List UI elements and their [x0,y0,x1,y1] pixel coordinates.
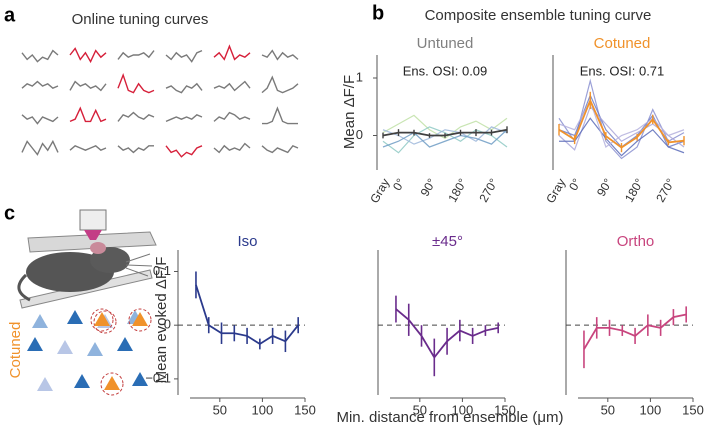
tuning-curve [213,80,251,92]
x-tick-label: 150 [294,402,316,417]
tuning-curve [165,49,203,63]
y-axis-label: Mean ΔF/F [341,75,358,149]
triangle [117,337,133,351]
x-tick-label: 100 [452,402,474,417]
tuning-curve [165,82,203,94]
x-tick-label: 180° [622,176,647,205]
tuning-curve [21,49,59,63]
x-tick-label: 0° [390,176,408,193]
x-tick-label: 90° [594,176,615,199]
y-axis-label: Mean evoked ΔF/F [153,257,170,384]
tuning-curve [262,106,298,125]
x-tick-label: 180° [445,176,470,205]
tuning-curve [117,50,155,60]
ensemble-line [558,105,685,151]
x-tick-label: 150 [494,402,516,417]
tuning-curve [69,47,107,64]
tuning-curve [69,106,107,123]
y-tick-label: 0.1 [153,263,171,278]
dashed-ring [93,310,117,334]
ensemble-line [382,114,508,140]
tuning-curve [165,113,203,123]
dashed-ring [100,372,124,396]
triangle [104,376,120,390]
tuning-curve [69,80,107,92]
mouse-tail [17,273,31,302]
triangle [32,314,48,328]
panel-a-title: Online tuning curves [72,11,209,28]
panel-label: c [4,202,15,224]
chart-title: ±45° [432,233,463,250]
tuning-curve [165,145,203,158]
objective [79,209,107,231]
mouse-ear [90,242,106,254]
triangle [94,312,110,326]
tuning-curve [261,75,299,94]
dashed-ring [128,308,152,332]
x-tick-label: Gray [543,176,568,206]
triangle [57,340,73,354]
x-tick-label: 90° [418,176,439,199]
annotation: Ens. OSI: 0.71 [580,63,665,78]
dashed-ring [90,308,114,332]
annotation: Ens. OSI: 0.09 [403,63,488,78]
ensemble-line [382,126,508,154]
triangle [27,337,43,351]
tuning-curve [261,49,299,61]
x-tick-label: Gray [367,176,392,206]
y-tick-label: 0 [164,317,171,332]
triangle [37,377,53,391]
objective-tip [84,230,102,240]
x-tick-label: 100 [252,402,274,417]
tuning-curve [213,142,251,154]
x-tick-label: 270° [653,176,678,205]
x-tick-label: 50 [413,402,427,417]
triangle [74,374,90,388]
x-tick-label: 50 [213,402,227,417]
x-axis-label: Min. distance from ensemble (μm) [336,409,563,426]
y-tick-label: 1 [356,69,363,84]
panel-b-title: Composite ensemble tuning curve [425,7,652,24]
tuning-curve [117,72,155,94]
ensemble-line [558,99,685,148]
tuning-curve [261,144,299,154]
ensemble-line [559,117,685,157]
tuning-curve [21,114,59,125]
x-tick-label: 270° [476,176,501,205]
stage [27,231,157,253]
triangle [132,372,148,386]
x-tick-label: 0° [566,176,584,193]
tuning-curve [117,145,154,154]
side-label: Cotuned [7,322,24,379]
chart-title: Ortho [617,233,655,250]
triangle [87,342,103,356]
chart-title: Iso [237,233,257,250]
chart-title: Untuned [417,35,474,52]
tuning-curve [213,44,251,61]
tuning-curve [69,144,107,152]
tuning-curve [21,139,59,156]
tuning-curve [21,80,59,90]
chart-title: Cotuned [594,35,651,52]
tuning-curve [213,111,251,122]
y-tick-label: 0 [356,127,363,142]
ensemble-line [382,129,508,148]
mouse-illustration [17,209,157,309]
triangle [132,312,148,326]
panel-label: b [372,2,384,24]
tuning-curve [117,111,155,122]
triangle [67,310,83,324]
x-tick-label: 150 [682,402,704,417]
y-tick-label: −0.1 [145,370,171,385]
triangle-field [27,308,152,396]
x-tick-label: 50 [601,402,615,417]
panel-label: a [4,4,16,26]
whiskers [125,253,153,277]
x-tick-label: 100 [640,402,662,417]
